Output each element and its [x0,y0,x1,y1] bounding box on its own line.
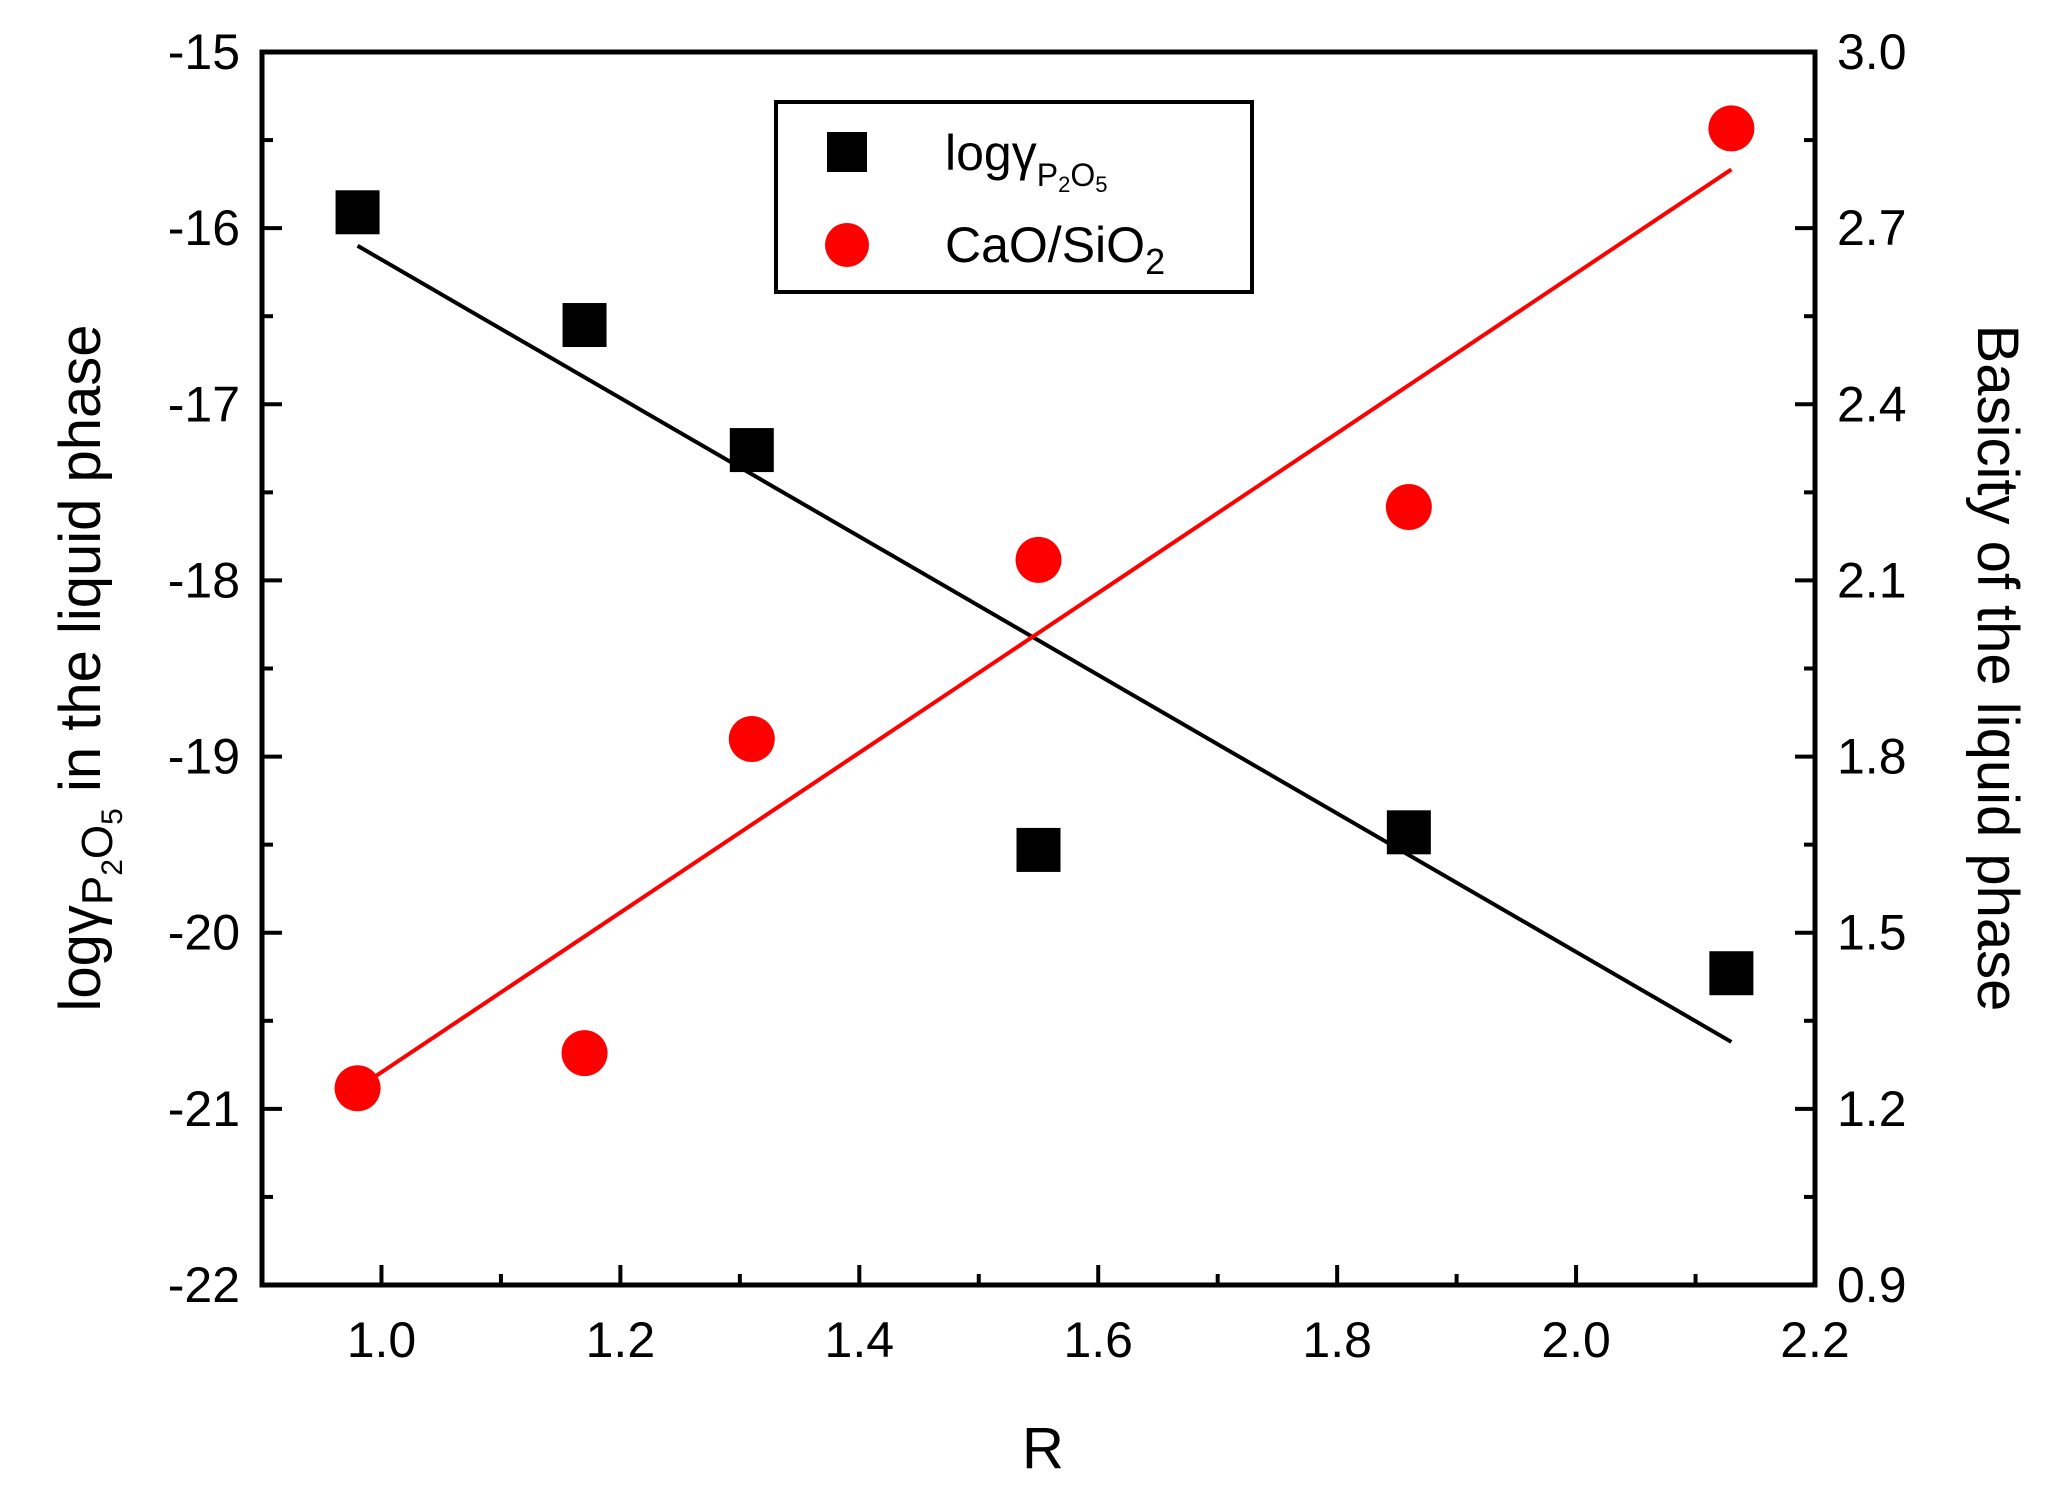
y-right-tick-label: 1.2 [1837,1081,1907,1137]
y-left-axis-ticks: -22 -21 -20 -19 -18 -17 -16 -15 [168,24,282,1313]
data-point-circle [1385,484,1432,531]
y-left-tick-label: -20 [168,905,240,961]
x-tick-label: 1.8 [1302,1312,1372,1368]
data-point-square [729,428,774,473]
x-tick-label: 2.2 [1780,1312,1850,1368]
x-tick-label: 1.4 [825,1312,895,1368]
y-left-axis-label: logγP2O5 in the liquid phase [48,324,129,1011]
x-tick-label: 1.2 [586,1312,656,1368]
y-right-axis-ticks: 0.9 1.2 1.5 1.8 2.1 2.4 2.7 3.0 [1795,24,1907,1313]
legend-marker-square [827,132,867,172]
data-point-circle [1708,105,1755,152]
data-point-square [1709,951,1754,996]
y-right-tick-label: 2.1 [1837,552,1907,608]
fit-line-series-0 [356,244,1733,1044]
data-markers [334,105,1755,1112]
data-point-square [1386,810,1431,855]
y-left-tick-label: -17 [168,376,240,432]
y-left-tick-label: -15 [168,24,240,80]
data-point-circle [561,1030,608,1077]
data-point-square [562,303,607,348]
y-left-tick-label: -16 [168,200,240,256]
x-tick-label: 2.0 [1541,1312,1611,1368]
x-tick-label: 1.0 [347,1312,417,1368]
legend-label-logGamma: logγP2O5 [945,125,1107,197]
y-right-tick-label: 0.9 [1837,1257,1907,1313]
data-point-square [335,190,380,235]
legend-marker-circle [825,223,869,267]
y-right-tick-label: 1.8 [1837,729,1907,785]
y-left-tick-label: -19 [168,729,240,785]
y-left-tick-label: -18 [168,552,240,608]
data-point-circle [728,715,775,762]
y-right-tick-label: 2.7 [1837,200,1907,256]
y-left-tick-label: -21 [168,1081,240,1137]
y-right-tick-label: 2.4 [1837,376,1907,432]
data-point-circle [334,1065,381,1112]
y-right-tick-label: 3.0 [1837,24,1907,80]
x-axis-ticks: 1.0 1.2 1.4 1.6 1.8 2.0 2.2 [260,1265,1850,1368]
data-point-circle [1015,536,1062,583]
y-right-tick-label: 1.5 [1837,905,1907,961]
fit-lines [356,167,1733,1090]
y-left-tick-label: -22 [168,1257,240,1313]
fit-line-series-1 [356,167,1733,1090]
x-tick-label: 1.6 [1063,1312,1133,1368]
data-point-square [1016,827,1061,872]
legend-label-basicity: CaO/SiO2 [945,217,1165,282]
y-right-axis-label: Basicity of the liquid phase [1965,325,2030,1012]
legend: logγP2O5 CaO/SiO2 [774,100,1254,294]
x-axis-label: R [1022,1416,1064,1481]
